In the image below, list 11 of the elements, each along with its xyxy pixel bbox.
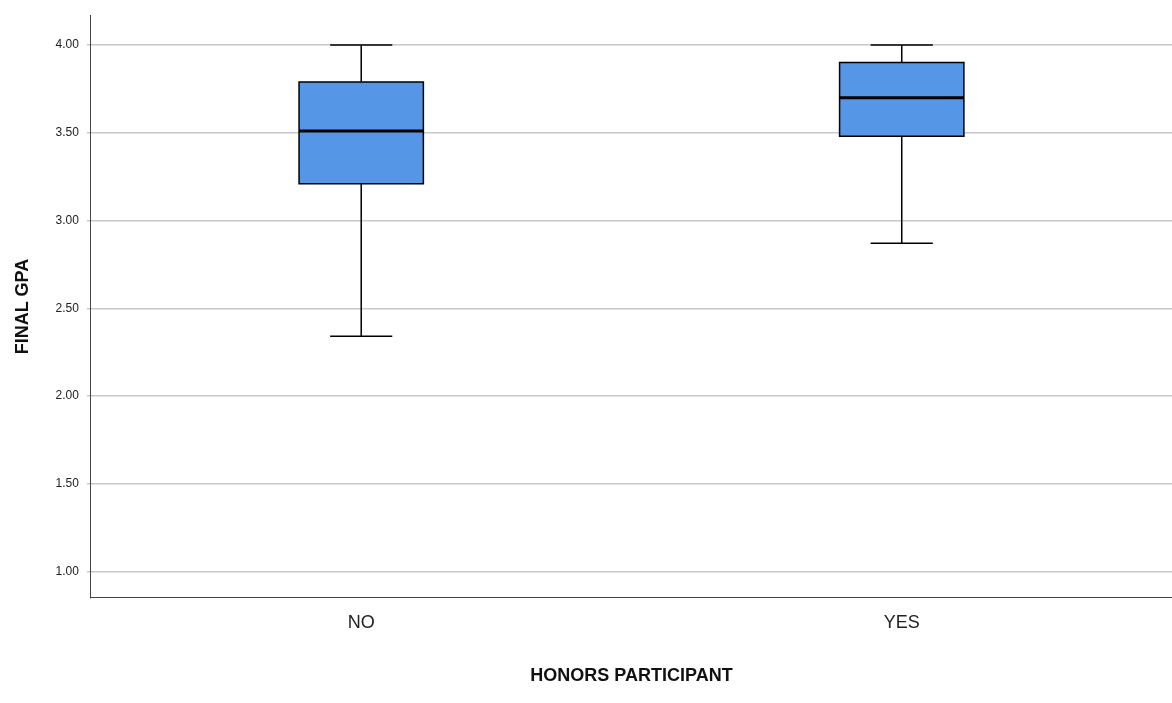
y-tick-label: 1.00 xyxy=(55,563,80,578)
y-tick-label: 2.50 xyxy=(55,300,80,315)
y-tick-label: 2.00 xyxy=(55,388,80,403)
x-tick-label: YES xyxy=(883,611,920,632)
y-axis-title: FINAL GPA xyxy=(11,258,32,355)
y-tick-label: 3.50 xyxy=(55,125,80,140)
x-tick-label: NO xyxy=(347,611,375,632)
y-tick-label: 4.00 xyxy=(55,37,80,52)
y-tick-label: 1.50 xyxy=(55,476,80,491)
x-axis-title: HONORS PARTICIPANT xyxy=(530,665,733,686)
y-tick-label: 3.00 xyxy=(55,212,80,227)
